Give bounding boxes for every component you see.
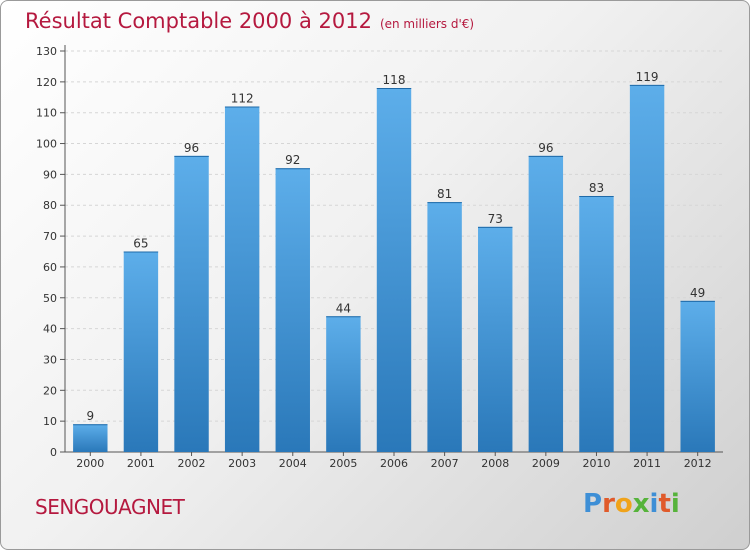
y-tick-label: 40 (43, 323, 57, 336)
data-label-2010: 83 (589, 181, 604, 195)
x-tick-label-2010: 2010 (582, 457, 610, 470)
logo-letter: t (658, 489, 671, 519)
y-tick-label: 130 (36, 45, 57, 58)
x-tick-label-2002: 2002 (178, 457, 206, 470)
x-tick-label-2008: 2008 (481, 457, 509, 470)
data-label-2001: 65 (133, 237, 148, 251)
y-tick-label: 80 (43, 199, 57, 212)
x-tick-labels: 2000 2001 2002 2003 2004 2005 2006 2007 2008 2009… (76, 457, 711, 470)
bar-2000 (73, 424, 108, 452)
bar-2002 (174, 155, 209, 452)
y-tick-label: 20 (43, 384, 57, 397)
y-tick-label: 60 (43, 261, 57, 274)
data-labels: 9 65 96 112 92 44 118 81 73 96 83 119 49 (86, 70, 705, 423)
y-tick-label: 30 (43, 353, 57, 366)
y-tick-label: 10 (43, 415, 57, 428)
bar-2008 (478, 226, 513, 452)
logo-letter: r (602, 489, 615, 519)
bar-2003 (224, 106, 260, 453)
x-tick-label-2007: 2007 (431, 457, 459, 470)
x-tick-label-2000: 2000 (76, 457, 104, 470)
logo-letter: o (614, 489, 633, 519)
logo-letter: x (632, 489, 650, 519)
y-tick-label: 110 (36, 107, 57, 120)
data-label-2000: 9 (86, 409, 94, 423)
data-label-2007: 81 (437, 187, 452, 201)
data-label-2011: 119 (636, 70, 659, 84)
x-tick-label-2012: 2012 (684, 457, 712, 470)
bar-2010 (579, 195, 614, 452)
x-tick-label-2003: 2003 (228, 457, 256, 470)
commune-name: SENGOUAGNET (35, 495, 185, 519)
data-label-2009: 96 (538, 141, 553, 155)
data-label-2004: 92 (285, 153, 300, 167)
proxiti-logo: Proxiti (583, 489, 680, 519)
logo-letter: i (670, 489, 680, 519)
data-label-2012: 49 (690, 286, 705, 300)
bar-2009 (528, 155, 564, 452)
chart-title-text: Résultat Comptable 2000 à 2012 (25, 9, 372, 33)
x-tick-label-2006: 2006 (380, 457, 408, 470)
y-tick-label: 90 (43, 168, 57, 181)
y-tick-label: 100 (36, 138, 57, 151)
chart-subtitle: (en milliers d'€) (379, 17, 475, 31)
data-label-2008: 73 (488, 212, 503, 226)
x-tick-label-2004: 2004 (279, 457, 307, 470)
bar-2004 (275, 168, 310, 452)
y-tick-label: 70 (43, 230, 57, 243)
y-tick-label: 0 (50, 446, 57, 459)
data-label-2002: 96 (184, 141, 199, 155)
bar-2006 (376, 88, 412, 452)
logo-letter: i (649, 489, 659, 519)
chart-title: Résultat Comptable 2000 à 2012 (en millie… (25, 9, 474, 33)
bar-2001 (123, 251, 159, 452)
bar-2005 (326, 316, 361, 452)
x-tick-label-2001: 2001 (127, 457, 155, 470)
y-tick-labels: 0 10 20 30 40 50 60 70 80 90 100 110 120 130 (36, 45, 57, 459)
x-tick-label-2011: 2011 (633, 457, 661, 470)
x-tick-label-2009: 2009 (532, 457, 560, 470)
y-tick-label: 50 (43, 292, 57, 305)
bar-2007 (427, 202, 462, 452)
data-label-2005: 44 (336, 301, 351, 315)
data-label-2006: 118 (383, 73, 406, 87)
bar-2012 (680, 300, 715, 452)
bar-2011 (629, 84, 665, 452)
bars (73, 84, 715, 453)
y-tick-label: 120 (36, 76, 57, 89)
x-tick-label-2005: 2005 (329, 457, 357, 470)
logo-letter: P (583, 489, 603, 519)
data-label-2003: 112 (231, 92, 254, 106)
